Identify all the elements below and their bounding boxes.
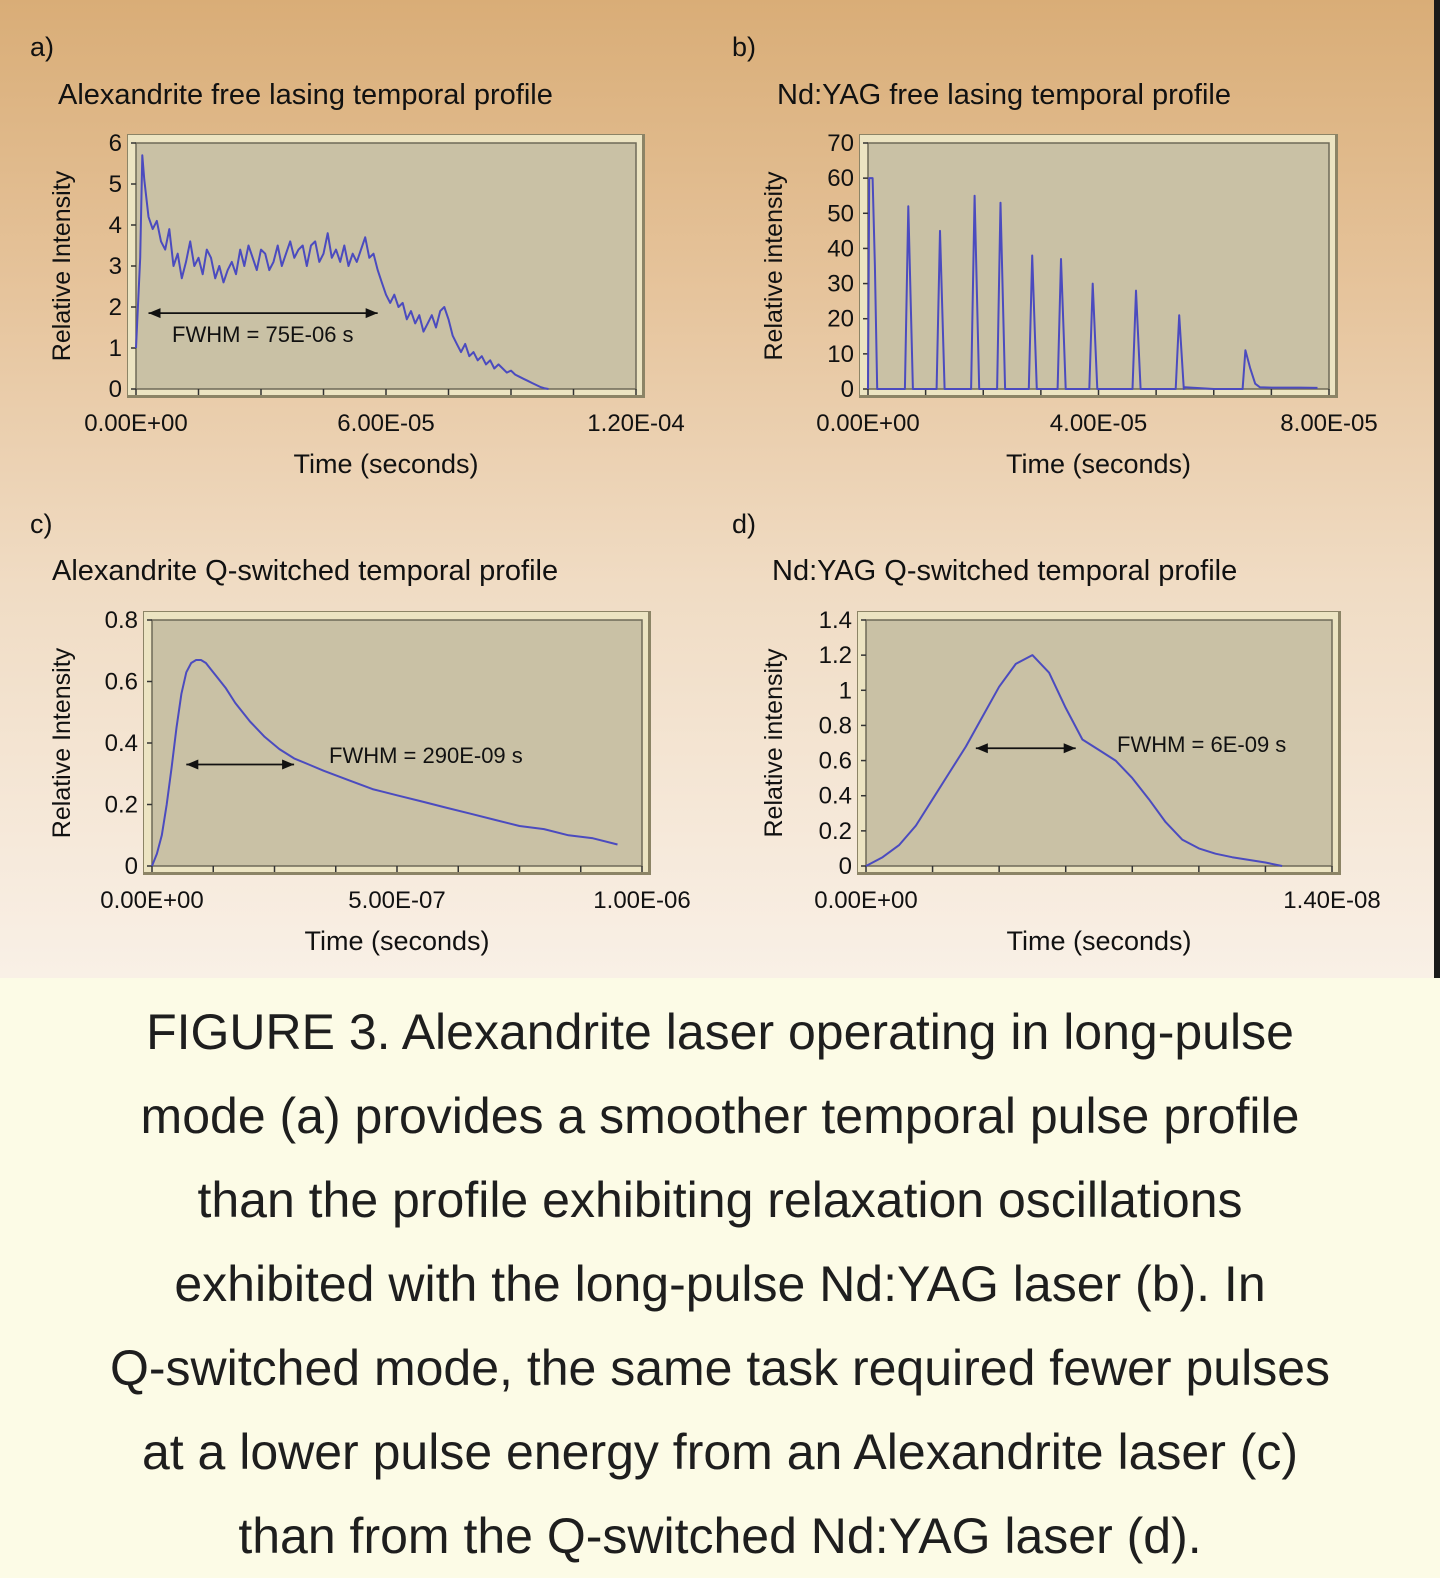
figure-caption: FIGURE 3. Alexandrite laser operating in… [0,990,1440,1578]
fwhm-arrowhead-right [1063,743,1076,754]
series-line [865,654,1283,867]
x-axis-label: Time (seconds) [1006,926,1191,956]
y-tick-label: 0.2 [819,818,852,845]
fwhm-arrowhead-right [282,759,295,770]
y-axis-label: Relative Intensity [48,170,76,361]
x-tick-label: 6.00E-05 [337,410,434,437]
x-axis-label: Time (seconds) [293,449,478,479]
caption-line: at a lower pulse energy from an Alexandr… [141,1424,1299,1480]
y-tick-label: 1.4 [819,607,852,634]
x-tick-label: 0.00E+00 [814,887,917,914]
y-tick-label: 1 [839,677,852,704]
panel-letter: b) [732,32,756,62]
chart-title: Alexandrite free lasing temporal profile [58,79,553,111]
plot-area [865,619,1333,867]
caption-line: than from the Q-switched Nd:YAG laser (d… [238,1508,1202,1564]
fwhm-annotation: FWHM = 75E-06 s [172,322,354,347]
y-tick-label: 20 [827,306,854,333]
y-tick-label: 0 [125,853,138,880]
y-tick-label: 40 [827,235,854,262]
caption-line: FIGURE 3. Alexandrite laser operating in… [146,1004,1294,1060]
chart-title: Alexandrite Q-switched temporal profile [52,555,558,587]
panel-letter: d) [732,509,756,539]
chart-title: Nd:YAG free lasing temporal profile [777,79,1231,111]
y-axis-label: Relative intensity [760,171,788,360]
caption-line: than the profile exhibiting relaxation o… [197,1172,1243,1228]
right-edge-border [1434,0,1440,978]
y-tick-label: 0 [841,376,854,403]
y-tick-label: 60 [827,165,854,192]
y-tick-label: 0 [839,853,852,880]
plot-area [867,142,1330,390]
y-tick-label: 0.4 [105,730,138,757]
x-tick-label: 5.00E-07 [348,887,445,914]
y-tick-label: 0.8 [105,607,138,634]
fwhm-arrowhead-left [975,743,988,754]
caption-line: Q-switched mode, the same task required … [110,1340,1330,1396]
y-tick-label: 0.4 [819,783,852,810]
y-tick-label: 4 [109,212,122,239]
x-tick-label: 1.00E-06 [593,887,690,914]
series-line [151,659,618,867]
fwhm-arrowhead-left [186,759,199,770]
y-tick-label: 3 [109,253,122,280]
y-tick-label: 70 [827,130,854,157]
caption-line: exhibited with the long-pulse Nd:YAG las… [174,1256,1266,1312]
y-tick-label: 0.6 [105,669,138,696]
caption-line: mode (a) provides a smoother temporal pu… [140,1088,1300,1144]
x-tick-label: 0.00E+00 [100,887,203,914]
y-tick-label: 1.2 [819,642,852,669]
y-tick-label: 2 [109,294,122,321]
y-axis-label: Relative intensity [760,648,788,837]
panel-letter: c) [30,509,53,539]
y-tick-label: 0.6 [819,748,852,775]
fwhm-arrowhead-right [365,308,378,319]
y-tick-label: 0 [109,376,122,403]
fwhm-annotation: FWHM = 6E-09 s [1117,732,1286,757]
y-tick-label: 6 [109,130,122,157]
plot-area [135,142,637,390]
x-axis-label: Time (seconds) [304,926,489,956]
x-tick-label: 1.20E-04 [587,410,684,437]
fwhm-annotation: FWHM = 290E-09 s [329,743,523,768]
panel-letter: a) [30,32,54,62]
fwhm-arrowhead-left [148,308,161,319]
y-tick-label: 0.8 [819,712,852,739]
series-line [867,177,1318,390]
x-tick-label: 1.40E-08 [1283,887,1380,914]
series-line [135,154,549,390]
chart-title: Nd:YAG Q-switched temporal profile [772,555,1237,587]
y-tick-label: 5 [109,171,122,198]
x-axis-label: Time (seconds) [1006,449,1191,479]
y-tick-label: 30 [827,271,854,298]
x-tick-label: 8.00E-05 [1280,410,1377,437]
y-tick-label: 50 [827,200,854,227]
plot-area [151,619,643,867]
y-axis-label: Relative Intensity [48,647,76,838]
y-tick-label: 1 [109,335,122,362]
x-tick-label: 4.00E-05 [1050,410,1147,437]
y-tick-label: 0.2 [105,792,138,819]
y-tick-label: 10 [827,341,854,368]
x-tick-label: 0.00E+00 [84,410,187,437]
x-tick-label: 0.00E+00 [816,410,919,437]
figure-charts: a)Alexandrite free lasing temporal profi… [30,32,1381,956]
